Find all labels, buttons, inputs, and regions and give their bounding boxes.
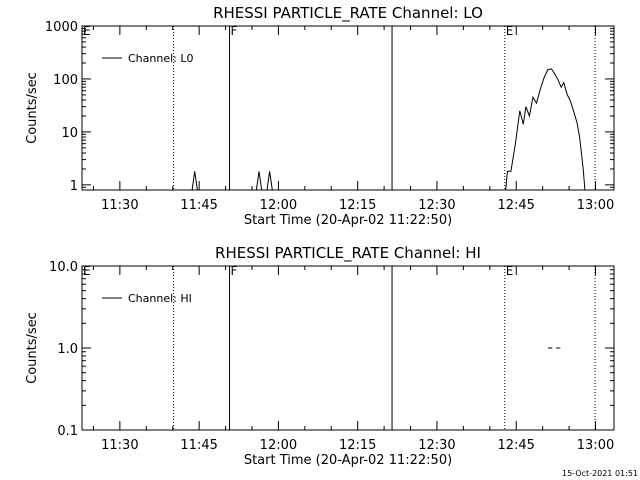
panel-1-title: RHESSI PARTICLE_RATE Channel: LO bbox=[213, 4, 483, 23]
panel-1-y-tick-label: 1000 bbox=[45, 20, 78, 35]
panel-1-y-axis-label: Counts/sec bbox=[25, 72, 40, 144]
panel-1-event-marker-label: E bbox=[83, 24, 91, 38]
footer-timestamp: 15-Oct-2021 01:51 bbox=[562, 469, 638, 478]
panel-1-event-marker-label: E bbox=[506, 24, 514, 38]
panel-2-legend: Channel: HI bbox=[102, 292, 192, 305]
panel-2-y-tick-label: 0.1 bbox=[57, 424, 78, 439]
panel-2-x-axis-label: Start Time (20-Apr-02 11:22:50) bbox=[244, 453, 452, 468]
panel-2-y-tick-label: 10.0 bbox=[49, 260, 78, 275]
panel-2-x-tick-label: 12:15 bbox=[339, 438, 376, 453]
panel-1-series-line bbox=[266, 171, 273, 191]
panel-2-x-tick-label: 11:45 bbox=[180, 438, 217, 453]
panel-2-y-axis-label: Counts/sec bbox=[25, 312, 40, 384]
panel-1-y-tick-label: 1 bbox=[70, 179, 78, 194]
panel-2-x-tick-label: 11:30 bbox=[101, 438, 138, 453]
panel-2-x-tick-label: 12:45 bbox=[497, 438, 534, 453]
panel-1-x-tick-label: 12:45 bbox=[497, 198, 534, 213]
panel-1-x-tick-label: 12:30 bbox=[418, 198, 455, 213]
panel-1-series-line bbox=[505, 68, 586, 191]
panel-2-event-marker-label: E bbox=[506, 264, 514, 278]
panel-1-legend: Channel: L0 bbox=[102, 52, 194, 65]
panel-2-x-tick-label: 13:00 bbox=[577, 438, 614, 453]
panel-2-x-tick-label: 12:30 bbox=[418, 438, 455, 453]
panel-1-x-tick-label: 12:00 bbox=[260, 198, 297, 213]
panel-1-x-tick-label: 13:00 bbox=[577, 198, 614, 213]
panel-1-x-tick-label: 11:45 bbox=[180, 198, 217, 213]
panel-2-title: RHESSI PARTICLE_RATE Channel: HI bbox=[215, 244, 481, 263]
panel-1-x-tick-label: 11:30 bbox=[101, 198, 138, 213]
panel-2-x-tick-label: 12:00 bbox=[260, 438, 297, 453]
panel-1-x-tick-label: 12:15 bbox=[339, 198, 376, 213]
panel-1-x-axis-label: Start Time (20-Apr-02 11:22:50) bbox=[244, 213, 452, 228]
panel-2-event-marker-label: E bbox=[83, 264, 91, 278]
panel-1-series-line bbox=[255, 171, 263, 191]
panel-1-chart: RHESSI PARTICLE_RATE Channel: LO 1 10 100 10… bbox=[25, 4, 615, 228]
panel-2-legend-label: Channel: HI bbox=[128, 292, 192, 305]
panel-1-series-line bbox=[191, 171, 198, 191]
panel-1-event-marker-label: F bbox=[231, 24, 238, 38]
panel-1-y-tick-label: 10 bbox=[61, 126, 78, 141]
panel-2-chart: RHESSI PARTICLE_RATE Channel: HI 0.1 1.0 10… bbox=[25, 244, 615, 468]
panel-1-legend-label: Channel: L0 bbox=[128, 52, 194, 65]
panel-1-y-tick-label: 100 bbox=[53, 73, 78, 88]
panel-2-event-marker-label: F bbox=[231, 264, 238, 278]
panel-2-y-tick-label: 1.0 bbox=[57, 342, 78, 357]
panel-1-plot-frame bbox=[81, 25, 615, 191]
